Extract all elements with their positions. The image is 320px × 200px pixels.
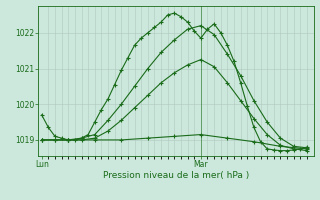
X-axis label: Pression niveau de la mer( hPa ): Pression niveau de la mer( hPa ) [103,171,249,180]
